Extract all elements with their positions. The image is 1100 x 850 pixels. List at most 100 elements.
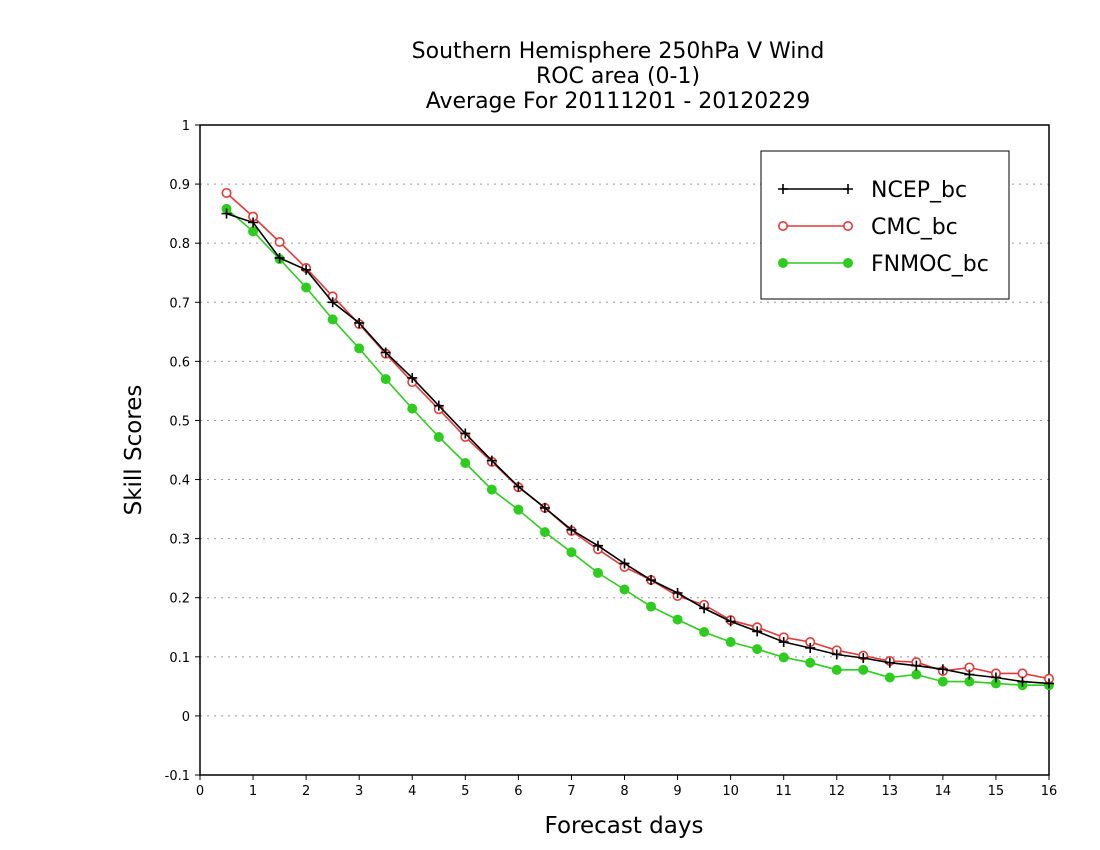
data-point-NCEP_bc — [646, 575, 657, 585]
data-point-NCEP_bc — [1017, 676, 1028, 687]
legend-marker-FNMOC_bc — [778, 258, 788, 268]
data-point-FNMOC_bc — [301, 282, 312, 293]
x-tick-label: 0 — [196, 784, 204, 799]
data-point-NCEP_bc — [513, 481, 524, 492]
data-point-NCEP_bc — [990, 672, 1001, 683]
data-point-FNMOC_bc — [327, 314, 338, 325]
data-point-CMC_bc — [274, 237, 285, 248]
y-tick-label: 0.6 — [169, 355, 190, 370]
y-tick-label: 0.4 — [169, 474, 190, 489]
data-point-FNMOC_bc — [486, 484, 497, 495]
x-tick-label: 11 — [775, 784, 792, 799]
y-tick-label: 0.3 — [169, 533, 190, 548]
data-point-NCEP_bc — [460, 428, 471, 439]
legend-marker-FNMOC_bc — [843, 258, 853, 268]
data-point-NCEP_bc — [539, 502, 550, 513]
y-tick-label: 0 — [182, 710, 190, 725]
data-point-NCEP_bc — [407, 372, 418, 383]
data-point-NCEP_bc — [592, 540, 603, 551]
x-tick-label: 13 — [882, 784, 899, 799]
legend-box — [760, 150, 1010, 300]
x-tick-label: 6 — [514, 784, 522, 799]
x-tick-label: 12 — [828, 784, 845, 799]
x-tick-label: 16 — [1041, 784, 1058, 799]
data-point-FNMOC_bc — [911, 669, 922, 680]
data-point-FNMOC_bc — [672, 614, 683, 625]
data-point-FNMOC_bc — [725, 637, 736, 648]
y-tick-label: 0.2 — [169, 592, 190, 607]
y-tick-label: -0.1 — [165, 769, 190, 784]
series-layer — [221, 187, 1055, 691]
data-point-NCEP_bc — [380, 347, 391, 358]
legend-marker-NCEP_bc — [778, 184, 788, 194]
chart-title-line-2: ROC area (0-1) — [536, 64, 700, 89]
x-tick-label: 7 — [567, 784, 575, 799]
data-point-NCEP_bc — [354, 317, 365, 328]
data-point-NCEP_bc — [911, 660, 922, 671]
x-tick-label: 5 — [461, 784, 469, 799]
data-point-FNMOC_bc — [858, 664, 869, 675]
data-point-FNMOC_bc — [699, 627, 710, 637]
data-point-NCEP_bc — [433, 400, 444, 411]
data-point-FNMOC_bc — [380, 374, 391, 385]
data-point-FNMOC_bc — [566, 547, 577, 558]
x-tick-label: 8 — [620, 784, 628, 799]
data-point-FNMOC_bc — [513, 504, 524, 515]
data-point-FNMOC_bc — [460, 458, 471, 468]
x-tick-label: 9 — [673, 784, 681, 799]
x-tick-label: 2 — [302, 784, 310, 799]
data-point-FNMOC_bc — [831, 664, 842, 675]
legend-marker-CMC_bc — [842, 221, 853, 232]
data-point-FNMOC_bc — [248, 226, 259, 237]
data-point-NCEP_bc — [672, 588, 683, 598]
legend-marker-CMC_bc — [777, 221, 788, 232]
data-point-NCEP_bc — [778, 637, 789, 648]
x-tick-label: 10 — [722, 784, 739, 799]
legend: NCEP_bc CMC_bc FNMOC_bc — [760, 150, 1010, 300]
data-point-FNMOC_bc — [539, 527, 550, 538]
x-tick-label: 1 — [249, 784, 257, 799]
data-point-FNMOC_bc — [592, 567, 603, 578]
data-point-NCEP_bc — [699, 603, 710, 614]
data-point-NCEP_bc — [486, 455, 497, 466]
data-point-NCEP_bc — [274, 252, 285, 263]
x-tick-label: 15 — [988, 784, 1005, 799]
data-point-FNMOC_bc — [752, 644, 763, 655]
x-tick-label: 14 — [935, 784, 952, 799]
y-tick-label: 0.5 — [169, 414, 190, 429]
x-tick-label: 3 — [355, 784, 363, 799]
data-point-NCEP_bc — [221, 208, 232, 219]
legend-marker-NCEP_bc — [843, 184, 853, 194]
data-point-FNMOC_bc — [805, 657, 816, 668]
data-point-NCEP_bc — [805, 642, 816, 653]
data-point-NCEP_bc — [301, 264, 312, 275]
y-tick-label: 0.1 — [169, 651, 190, 666]
data-point-NCEP_bc — [725, 616, 736, 627]
data-point-CMC_bc — [1017, 668, 1028, 679]
chart-title-line-1: Southern Hemisphere 250hPa V Wind — [412, 39, 825, 64]
data-point-FNMOC_bc — [354, 343, 365, 354]
data-point-FNMOC_bc — [884, 672, 895, 683]
y-tick-label: 0.9 — [169, 178, 190, 193]
data-point-NCEP_bc — [884, 657, 895, 668]
data-point-FNMOC_bc — [619, 584, 630, 595]
legend-label-NCEP_bc: NCEP_bc — [871, 178, 967, 203]
data-point-FNMOC_bc — [433, 432, 444, 442]
data-point-NCEP_bc — [1044, 678, 1054, 689]
chart-title-line-3: Average For 20111201 - 20120229 — [426, 89, 811, 114]
data-point-NCEP_bc — [248, 217, 259, 228]
data-point-NCEP_bc — [752, 626, 763, 637]
legend-label-FNMOC_bc: FNMOC_bc — [871, 252, 989, 277]
x-tick-label: 4 — [408, 784, 416, 799]
x-axis-label: Forecast days — [545, 813, 704, 839]
data-point-FNMOC_bc — [937, 676, 948, 687]
data-point-NCEP_bc — [937, 664, 948, 675]
data-point-NCEP_bc — [831, 649, 842, 660]
y-tick-label: 1 — [182, 119, 190, 134]
data-point-CMC_bc — [221, 187, 232, 198]
data-point-NCEP_bc — [619, 558, 630, 569]
data-point-NCEP_bc — [566, 524, 577, 535]
data-point-FNMOC_bc — [407, 403, 418, 414]
data-point-FNMOC_bc — [778, 652, 789, 663]
